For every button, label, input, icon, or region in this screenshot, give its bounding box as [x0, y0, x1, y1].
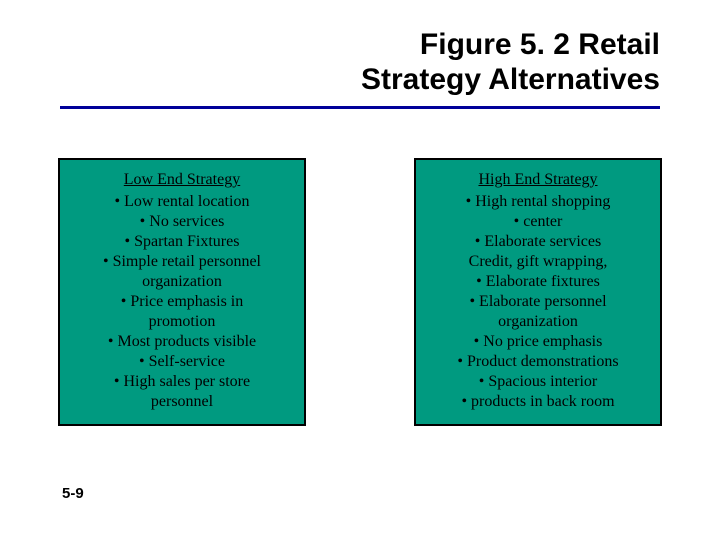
high-end-item: • Elaborate fixtures [420, 272, 656, 292]
low-end-item: • High sales per store personnel [64, 372, 300, 412]
high-end-item: • No price emphasis [420, 332, 656, 352]
low-end-header: Low End Strategy [64, 170, 300, 190]
low-end-item: • Simple retail personnel organization [64, 252, 300, 292]
high-end-item: • High rental shopping [420, 192, 656, 212]
slide-title: Figure 5. 2 Retail Strategy Alternatives [0, 28, 720, 97]
low-end-item: • Most products visible [64, 332, 300, 352]
strategy-boxes-row: Low End Strategy • Low rental location •… [58, 158, 662, 426]
high-end-header: High End Strategy [420, 170, 656, 190]
slide-number: 5-9 [62, 485, 84, 502]
low-end-item: • Spartan Fixtures [64, 232, 300, 252]
high-end-item: • products in back room [420, 392, 656, 412]
high-end-strategy-box: High End Strategy • High rental shopping… [414, 158, 662, 426]
high-end-item: • Elaborate services Credit, gift wrappi… [420, 232, 656, 272]
high-end-item: • Elaborate personnel organization [420, 292, 656, 332]
low-end-item: • Low rental location [64, 192, 300, 212]
high-end-item: • Product demonstrations [420, 352, 656, 372]
low-end-item: • Self-service [64, 352, 300, 372]
high-end-item: • Spacious interior [420, 372, 656, 392]
title-line-2: Strategy Alternatives [0, 63, 660, 98]
low-end-strategy-box: Low End Strategy • Low rental location •… [58, 158, 306, 426]
low-end-item: • No services [64, 212, 300, 232]
title-underline [60, 106, 660, 109]
title-line-1: Figure 5. 2 Retail [0, 28, 660, 63]
low-end-item: • Price emphasis in promotion [64, 292, 300, 332]
high-end-item: • center [420, 212, 656, 232]
